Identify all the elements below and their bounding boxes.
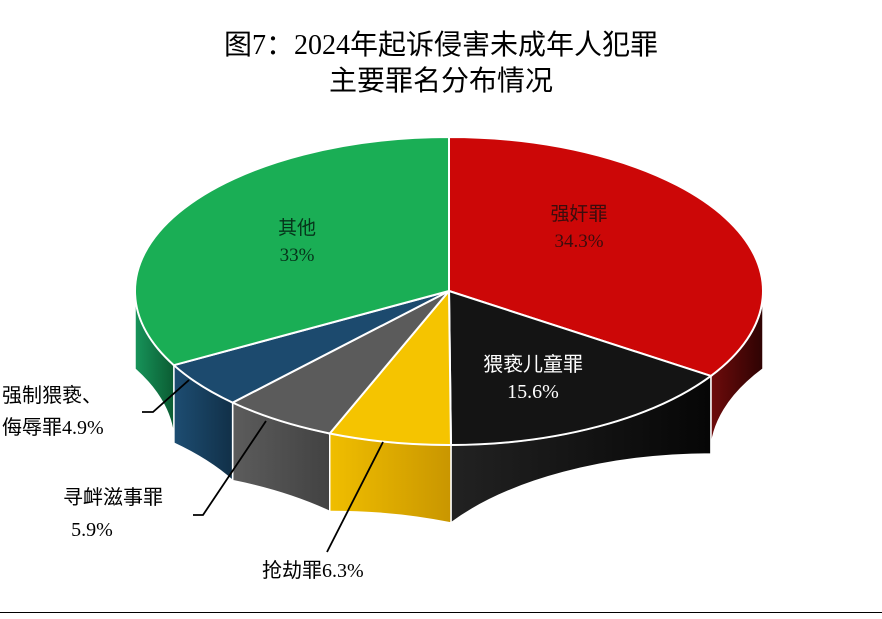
svg-text:5.9%: 5.9% [71, 519, 113, 541]
svg-text:强奸罪: 强奸罪 [550, 203, 607, 225]
svg-text:15.6%: 15.6% [507, 381, 559, 403]
svg-text:强制猥亵、: 强制猥亵、 [2, 384, 102, 407]
svg-text:抢劫罪6.3%: 抢劫罪6.3% [262, 559, 364, 582]
svg-text:33%: 33% [280, 245, 315, 266]
svg-text:34.3%: 34.3% [554, 231, 603, 252]
svg-text:猥亵儿童罪: 猥亵儿童罪 [483, 353, 583, 376]
svg-text:侮辱罪4.9%: 侮辱罪4.9% [2, 416, 104, 439]
svg-text:寻衅滋事罪: 寻衅滋事罪 [63, 486, 163, 509]
svg-text:其他: 其他 [278, 217, 316, 239]
